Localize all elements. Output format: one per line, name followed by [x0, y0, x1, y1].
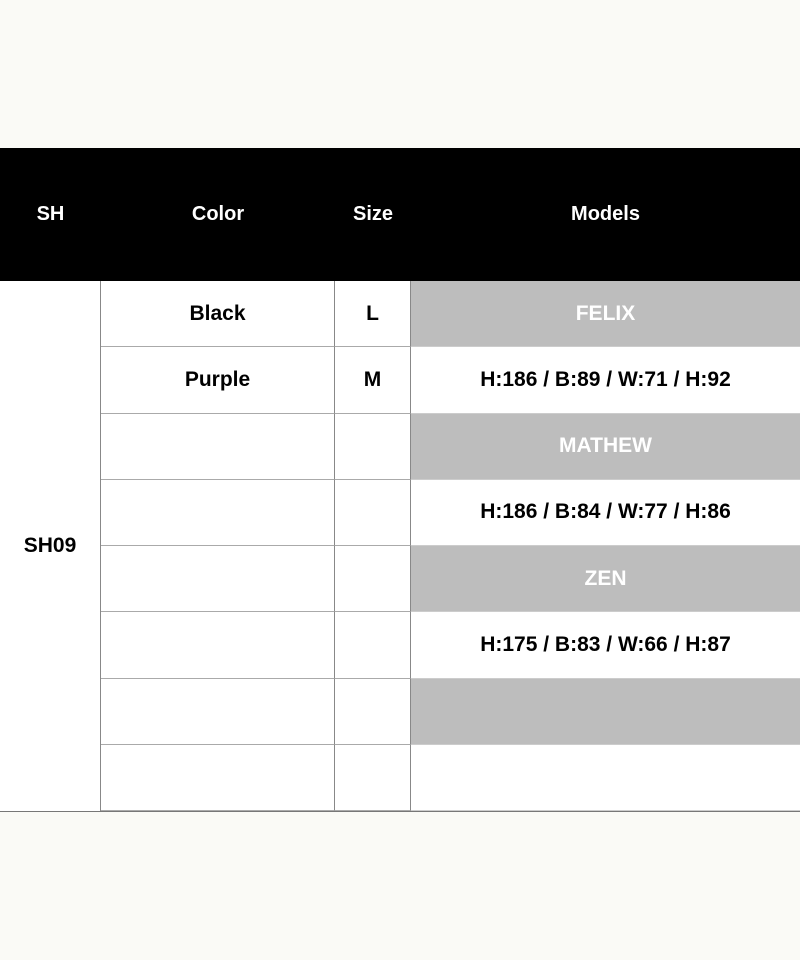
size-cell: M: [335, 347, 411, 414]
header-models: Models: [571, 203, 640, 225]
model-cell: FELIX: [411, 281, 800, 348]
size-cell: [335, 612, 411, 679]
size-cell: [335, 546, 411, 613]
model-cell: [411, 745, 800, 811]
size-cell: [335, 479, 411, 546]
model-cell: H:175 / B:83 / W:66 / H:87: [411, 612, 800, 679]
model-cell: H:186 / B:84 / W:77 / H:86: [411, 480, 800, 546]
color-cell: [101, 413, 335, 480]
header-color: Color: [191, 203, 245, 225]
size-cell: [335, 678, 411, 745]
header-size: Size: [352, 203, 394, 225]
color-cell: [101, 612, 335, 679]
model-cell: [411, 678, 800, 745]
color-cell: [101, 546, 335, 613]
model-cell: H:186 / B:89 / W:71 / H:92: [411, 347, 800, 414]
header-sh: SH: [36, 203, 65, 225]
color-cell: Black: [101, 281, 335, 348]
model-cell: ZEN: [411, 546, 800, 613]
color-cell: [101, 744, 335, 811]
sh-cell: SH09: [0, 281, 101, 811]
color-cell: [101, 479, 335, 546]
color-cell: Purple: [101, 347, 335, 414]
table-body: SH09 Black L FELIX Purple M H:186 / B:89 / W:…: [0, 281, 800, 812]
color-cell: [101, 678, 335, 745]
size-cell: [335, 744, 411, 811]
table-header: SH Color Size Models: [0, 148, 800, 281]
size-cell: L: [335, 281, 411, 348]
model-cell: MATHEW: [411, 413, 800, 480]
size-cell: [335, 413, 411, 480]
